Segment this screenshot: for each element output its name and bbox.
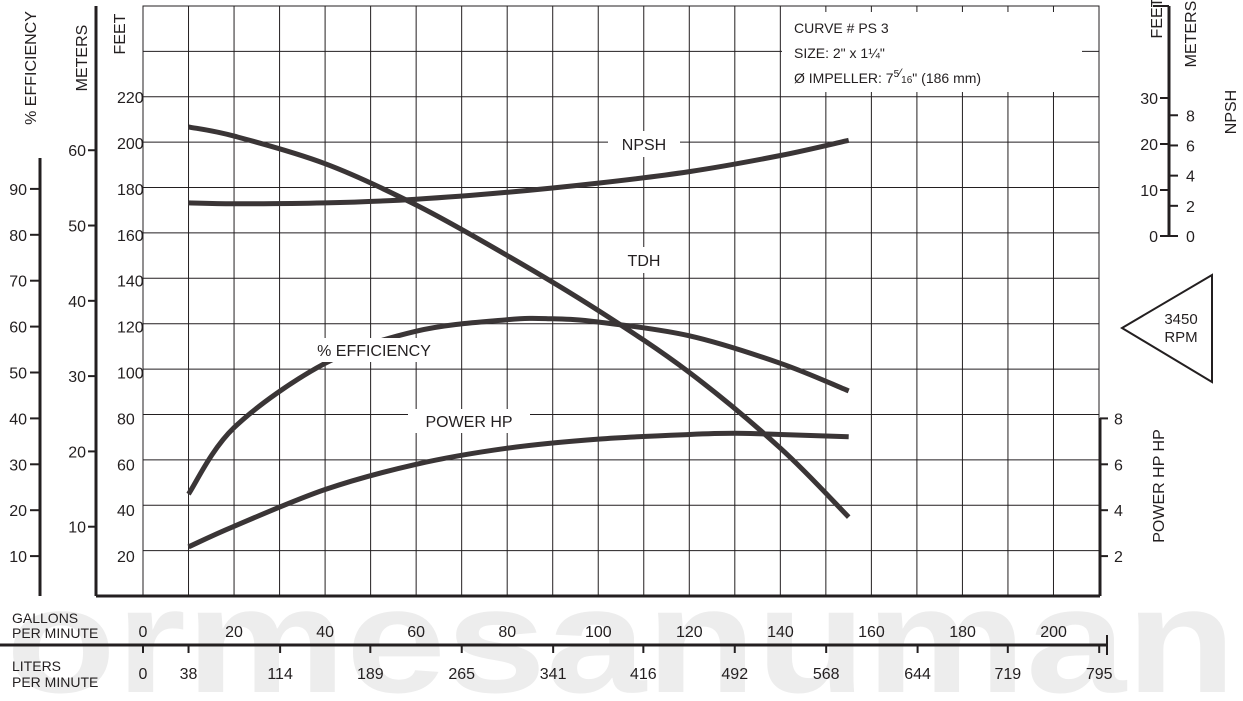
rpm-badge xyxy=(1120,273,1213,384)
tdh-curve xyxy=(187,124,851,519)
meters-axis-title: METERS xyxy=(74,25,91,92)
impeller-diameter: Ø IMPELLER: 75⁄16" (186 mm) xyxy=(794,66,981,86)
feet-tick-label: 220 xyxy=(117,90,144,107)
watermark: ormesanuman xyxy=(6,556,1236,696)
efficiency-curve xyxy=(186,315,850,496)
feet-tick-label: 100 xyxy=(117,366,144,383)
lpm-tick-label: 341 xyxy=(540,666,567,683)
meters-tick-label: 40 xyxy=(68,294,86,311)
gpm-tick-label: 100 xyxy=(585,624,612,641)
npsh-meter-tick-label: 0 xyxy=(1186,229,1195,246)
npsh-feet-tick-label: 20 xyxy=(1140,137,1158,154)
npsh-feet-tick-label: 30 xyxy=(1140,91,1158,108)
power-label-bg xyxy=(408,409,530,433)
gpm-tick-label: 120 xyxy=(676,624,703,641)
lpm-tick-label: 568 xyxy=(813,666,840,683)
power-tick-label: 8 xyxy=(1114,411,1123,428)
npsh-feet-tick-label: 0 xyxy=(1149,229,1158,246)
lpm-tick-label: 795 xyxy=(1086,666,1113,683)
efficiency-tick-label: 60 xyxy=(9,320,27,337)
npsh-label-bg xyxy=(608,131,680,157)
npsh-feet-title: FEET xyxy=(1149,0,1166,38)
npsh-axis-title: NPSH xyxy=(1223,90,1240,134)
lpm-tick-label: 265 xyxy=(448,666,475,683)
lpm-tick-label: 0 xyxy=(139,666,148,683)
gpm-tick-label: 140 xyxy=(767,624,794,641)
feet-tick-label: 200 xyxy=(117,136,144,153)
lpm-tick-label: 189 xyxy=(357,666,384,683)
series-label-efficiency: % EFFICIENCY xyxy=(317,343,431,360)
tdh-label-bg xyxy=(612,247,676,273)
pump-size: SIZE: 2" x 1¼" xyxy=(794,45,885,61)
gpm-tick-label: 0 xyxy=(139,624,148,641)
gpm-tick-label: 160 xyxy=(858,624,885,641)
gpm-tick-label: 200 xyxy=(1040,624,1067,641)
power-tick-label: 6 xyxy=(1114,457,1123,474)
feet-tick-label: 60 xyxy=(117,457,135,474)
lpm-tick-label: 416 xyxy=(630,666,657,683)
efficiency-tick-label: 70 xyxy=(9,274,27,291)
efficiency-label-bg xyxy=(300,338,448,362)
feet-tick-label: 80 xyxy=(117,411,135,428)
npsh-meter-tick-label: 2 xyxy=(1186,199,1195,216)
lpm-axis-title-1: LITERS xyxy=(12,658,61,674)
efficiency-tick-label: 40 xyxy=(9,411,27,428)
lpm-tick-label: 719 xyxy=(994,666,1021,683)
series-label-tdh: TDH xyxy=(628,253,661,270)
power-tick-label: 4 xyxy=(1114,503,1123,520)
series-label-power: POWER HP xyxy=(425,414,512,431)
efficiency-tick-label: 30 xyxy=(9,457,27,474)
feet-tick-label: 160 xyxy=(117,228,144,245)
rpm-value: 3450 xyxy=(1164,311,1197,328)
plot-frame xyxy=(142,5,1100,597)
efficiency-tick-label: 90 xyxy=(9,182,27,199)
npsh-meter-tick-label: 8 xyxy=(1186,108,1195,125)
gpm-tick-label: 20 xyxy=(225,624,243,641)
feet-tick-label: 120 xyxy=(117,320,144,337)
meters-tick-label: 50 xyxy=(68,219,86,236)
feet-axis-title: FEET xyxy=(112,13,129,54)
gpm-axis-title-1: GALLONS xyxy=(12,610,78,626)
feet-tick-label: 40 xyxy=(117,503,135,520)
meters-tick-label: 10 xyxy=(68,520,86,537)
gpm-tick-label: 80 xyxy=(498,624,516,641)
meters-tick-label: 30 xyxy=(68,369,86,386)
lpm-tick-label: 644 xyxy=(904,666,931,683)
gpm-tick-label: 60 xyxy=(407,624,425,641)
npsh-meters-title: METERS xyxy=(1183,1,1200,68)
gpm-tick-label: 40 xyxy=(316,624,334,641)
npsh-curve xyxy=(188,137,850,207)
plot-grid xyxy=(142,5,1100,597)
efficiency-axis-title: % EFFICIENCY xyxy=(23,11,40,125)
power-curve xyxy=(187,430,849,550)
curve-info-box xyxy=(782,12,1082,92)
curves-group xyxy=(186,124,851,550)
series-label-npsh: NPSH xyxy=(622,137,666,154)
npsh-feet-tick-label: 10 xyxy=(1140,183,1158,200)
meters-tick-label: 60 xyxy=(68,143,86,160)
npsh-meter-tick-label: 6 xyxy=(1186,138,1195,155)
gpm-tick-label: 180 xyxy=(949,624,976,641)
power-tick-label: 2 xyxy=(1114,549,1123,566)
power-axis-title: POWER HP HP xyxy=(1151,429,1168,543)
npsh-meter-tick-label: 4 xyxy=(1186,169,1195,186)
lpm-tick-label: 114 xyxy=(267,666,293,683)
lpm-axis-title-2: PER MINUTE xyxy=(12,674,98,690)
lpm-tick-label: 492 xyxy=(721,666,748,683)
efficiency-tick-label: 20 xyxy=(9,503,27,520)
gpm-axis-title-2: PER MINUTE xyxy=(12,625,98,641)
rpm-unit: RPM xyxy=(1164,329,1197,346)
efficiency-tick-label: 80 xyxy=(9,228,27,245)
efficiency-tick-label: 10 xyxy=(9,549,27,566)
curve-number: CURVE # PS 3 xyxy=(794,20,889,36)
feet-tick-label: 20 xyxy=(117,549,135,566)
feet-tick-label: 180 xyxy=(117,182,144,199)
meters-tick-label: 20 xyxy=(68,444,86,461)
efficiency-tick-label: 50 xyxy=(9,366,27,383)
lpm-tick-label: 38 xyxy=(180,666,198,683)
feet-tick-label: 140 xyxy=(117,274,144,291)
